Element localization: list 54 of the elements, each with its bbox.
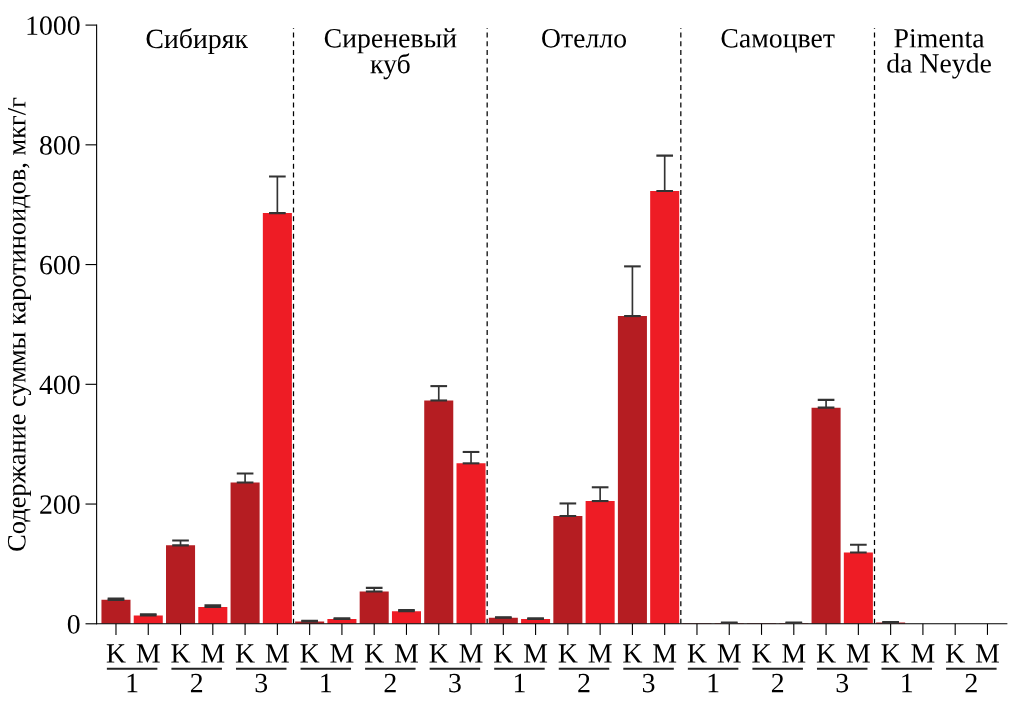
x-tick-label: M (201, 644, 225, 663)
text: 3 (449, 673, 461, 693)
y-tick-label: 400 (39, 375, 80, 395)
x-tick-label: M (459, 644, 483, 663)
text: 1 (321, 673, 332, 693)
annotation: Сибиряк (146, 28, 248, 54)
x-tick-label: K (235, 644, 255, 663)
x-tick-label: M (717, 644, 741, 663)
x-tick-label: M (588, 644, 612, 663)
x-tick-label: M (846, 644, 870, 663)
x-tick-label: K (558, 644, 578, 663)
text: 3 (836, 673, 849, 693)
x-tick-label: K (364, 644, 384, 663)
text: 1 (514, 673, 525, 693)
x-tick-label: K (881, 644, 901, 663)
x-tick-label: K (429, 644, 449, 663)
y-tick-label: 800 (40, 136, 80, 155)
y-tick-label: 600 (40, 255, 80, 275)
text: 2 (965, 673, 977, 693)
y-axis-title: Содержание суммы каротиноидов, мкг/г (7, 97, 32, 551)
x-tick-label: M (653, 644, 677, 663)
text: 3 (255, 673, 268, 693)
annotation: Отелло (542, 28, 627, 48)
x-tick-label: K (687, 644, 707, 663)
y-tick-label: 200 (40, 495, 80, 514)
x-tick-label: K (945, 644, 965, 663)
text: 3 (642, 673, 655, 693)
text: 2 (771, 673, 784, 693)
text: 2 (578, 673, 590, 693)
x-tick-label: M (330, 644, 354, 663)
x-tick-label: M (394, 644, 419, 663)
x-tick-label: K (816, 644, 836, 663)
y-tick-label: 1000 (27, 16, 80, 36)
x-tick-label: M (136, 644, 160, 663)
x-tick-label: M (524, 644, 548, 663)
x-tick-label: K (752, 644, 772, 663)
x-tick-label: K (494, 644, 514, 663)
x-tick-label: M (911, 644, 935, 663)
text: 2 (190, 673, 203, 693)
annotation: Самоцвет (721, 28, 835, 53)
text: 1 (127, 673, 138, 693)
text: 1 (902, 673, 913, 693)
text: 1 (708, 673, 719, 693)
text: 2 (384, 673, 396, 693)
x-tick-label: K (623, 644, 643, 663)
x-tick-label: K (300, 644, 320, 663)
y-tick-label: 0 (67, 614, 80, 634)
x-tick-label: M (265, 644, 289, 663)
x-tick-label: K (106, 644, 126, 663)
annotation: Сиреневый куб (324, 28, 457, 80)
x-tick-label: M (782, 644, 806, 663)
annotation: Pimenta da Neyde (887, 28, 991, 79)
x-tick-label: K (171, 644, 191, 663)
x-tick-label: M (975, 644, 999, 663)
